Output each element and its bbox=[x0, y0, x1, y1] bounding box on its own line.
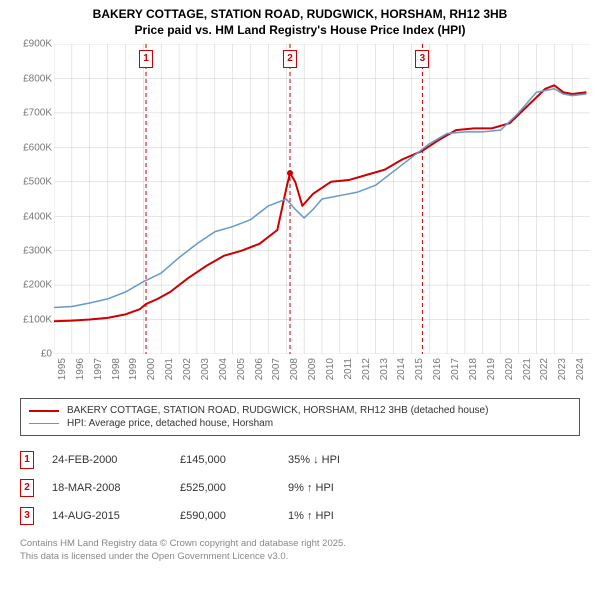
x-tick-label: 1996 bbox=[75, 358, 86, 380]
y-tick-label: £900K bbox=[10, 39, 52, 50]
x-tick-label: 2006 bbox=[254, 358, 265, 380]
y-axis: £0£100K£200K£300K£400K£500K£600K£700K£80… bbox=[10, 44, 54, 354]
x-tick-label: 2014 bbox=[396, 358, 407, 380]
x-tick-label: 2011 bbox=[343, 358, 354, 380]
x-axis: 1995 1996 1997 1998 1999 2000 2001 2002 2003 2004… bbox=[54, 354, 590, 394]
event-price: £145,000 bbox=[180, 454, 270, 466]
y-tick-label: £300K bbox=[10, 246, 52, 257]
x-tick-label: 2024 bbox=[575, 358, 586, 380]
chart-area: £0 £100K £200K £300K £400K £500K £600K £700K £80… bbox=[10, 44, 590, 394]
footnote-line2: This data is licensed under the Open Gov… bbox=[20, 551, 580, 563]
legend-swatch bbox=[29, 410, 59, 412]
event-row: 3 14-AUG-2015 £590,000 1% ↑ HPI bbox=[20, 502, 580, 530]
x-tick-label: 1999 bbox=[128, 358, 139, 380]
event-row: 1 24-FEB-2000 £145,000 35% ↓ HPI bbox=[20, 446, 580, 474]
event-marker: 2 bbox=[283, 50, 297, 68]
title-line1: BAKERY COTTAGE, STATION ROAD, RUDGWICK, … bbox=[10, 6, 590, 22]
title-line2: Price paid vs. HM Land Registry's House … bbox=[10, 22, 590, 38]
legend: BAKERY COTTAGE, STATION ROAD, RUDGWICK, … bbox=[20, 398, 580, 436]
event-pct: 9% ↑ HPI bbox=[288, 482, 398, 494]
x-tick-label: 2020 bbox=[504, 358, 515, 380]
x-tick-label: 2002 bbox=[182, 358, 193, 380]
event-pct: 1% ↑ HPI bbox=[288, 510, 398, 522]
x-tick-label: 2018 bbox=[468, 358, 479, 380]
x-tick-label: 2003 bbox=[200, 358, 211, 380]
event-date: 18-MAR-2008 bbox=[52, 482, 162, 494]
x-tick-label: 2010 bbox=[325, 358, 336, 380]
chart-title: BAKERY COTTAGE, STATION ROAD, RUDGWICK, … bbox=[10, 6, 590, 38]
event-price: £590,000 bbox=[180, 510, 270, 522]
x-tick-label: 2012 bbox=[361, 358, 372, 380]
footnote-line1: Contains HM Land Registry data © Crown c… bbox=[20, 538, 580, 550]
x-tick-label: 1995 bbox=[57, 358, 68, 380]
x-tick-label: 2021 bbox=[522, 358, 533, 380]
event-price: £525,000 bbox=[180, 482, 270, 494]
x-tick-label: 2009 bbox=[307, 358, 318, 380]
page-root: BAKERY COTTAGE, STATION ROAD, RUDGWICK, … bbox=[0, 0, 600, 590]
y-tick-label: £200K bbox=[10, 280, 52, 291]
y-tick-label: £0 bbox=[10, 349, 52, 360]
x-tick-label: 2019 bbox=[486, 358, 497, 380]
x-tick-label: 2015 bbox=[414, 358, 425, 380]
x-tick-label: 2013 bbox=[379, 358, 390, 380]
event-row: 2 18-MAR-2008 £525,000 9% ↑ HPI bbox=[20, 474, 580, 502]
y-tick-label: £700K bbox=[10, 108, 52, 119]
event-row-marker: 3 bbox=[20, 507, 34, 525]
x-tick-label: 2004 bbox=[218, 358, 229, 380]
x-tick-label: 2000 bbox=[146, 358, 157, 380]
plot-svg bbox=[54, 44, 590, 354]
x-tick-label: 1997 bbox=[93, 358, 104, 380]
event-pct: 35% ↓ HPI bbox=[288, 454, 398, 466]
y-tick-label: £100K bbox=[10, 314, 52, 325]
x-tick-label: 2005 bbox=[236, 358, 247, 380]
event-marker: 3 bbox=[415, 50, 429, 68]
event-marker: 1 bbox=[139, 50, 153, 68]
y-tick-label: £600K bbox=[10, 142, 52, 153]
legend-item: HPI: Average price, detached house, Hors… bbox=[29, 417, 571, 430]
y-tick-label: £500K bbox=[10, 177, 52, 188]
x-tick-label: 2017 bbox=[450, 358, 461, 380]
x-tick-label: 2008 bbox=[289, 358, 300, 380]
event-row-marker: 2 bbox=[20, 479, 34, 497]
event-date: 24-FEB-2000 bbox=[52, 454, 162, 466]
y-tick-label: £800K bbox=[10, 73, 52, 84]
event-row-marker: 1 bbox=[20, 451, 34, 469]
x-tick-label: 2001 bbox=[164, 358, 175, 380]
legend-swatch bbox=[29, 423, 59, 424]
legend-item: BAKERY COTTAGE, STATION ROAD, RUDGWICK, … bbox=[29, 404, 571, 417]
y-tick-label: £400K bbox=[10, 211, 52, 222]
x-tick-label: 2016 bbox=[432, 358, 443, 380]
footnote: Contains HM Land Registry data © Crown c… bbox=[20, 538, 580, 563]
x-tick-label: 2007 bbox=[271, 358, 282, 380]
plot-area bbox=[54, 44, 590, 354]
events-table: 1 24-FEB-2000 £145,000 35% ↓ HPI 2 18-MAR-200… bbox=[20, 446, 580, 530]
x-tick-label: 2023 bbox=[557, 358, 568, 380]
event-date: 14-AUG-2015 bbox=[52, 510, 162, 522]
x-tick-label: 2022 bbox=[539, 358, 550, 380]
legend-label: BAKERY COTTAGE, STATION ROAD, RUDGWICK, … bbox=[67, 405, 488, 416]
legend-label: HPI: Average price, detached house, Hors… bbox=[67, 418, 273, 429]
x-tick-label: 1998 bbox=[111, 358, 122, 380]
